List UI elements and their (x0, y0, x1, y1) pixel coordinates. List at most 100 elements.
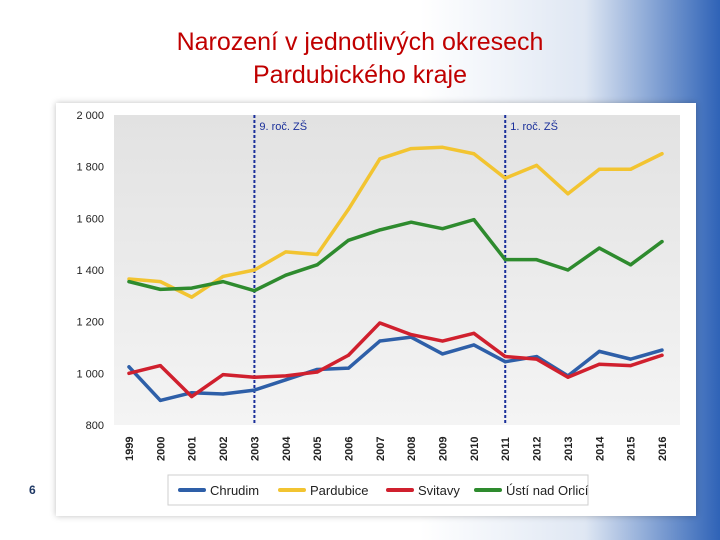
y-tick-label: 1 600 (76, 213, 104, 225)
data-point (284, 378, 288, 382)
data-point (597, 349, 601, 353)
data-point (629, 363, 633, 368)
data-point (284, 374, 288, 378)
data-point (378, 157, 382, 161)
x-tick-label: 2006 (343, 437, 355, 461)
slide-title-line-2: Pardubického kraje (252, 61, 467, 89)
data-point (158, 280, 162, 284)
series-line (127, 321, 664, 399)
data-point (190, 295, 194, 299)
y-tick-label: 1 400 (76, 265, 104, 277)
legend-label: Ústí nad Orlicí (506, 483, 589, 498)
data-point (534, 357, 539, 361)
x-tick-label: 2015 (626, 437, 638, 461)
page-number: 6 (29, 483, 36, 497)
x-tick-label: 2004 (281, 436, 293, 461)
data-point (566, 192, 570, 196)
data-point (472, 331, 476, 335)
x-tick-label: 2007 (375, 437, 387, 461)
data-point (503, 354, 507, 359)
x-tick-label: 2001 (187, 437, 199, 461)
series-line (127, 217, 664, 293)
data-point (127, 277, 131, 281)
data-point (346, 207, 351, 211)
annotation-label: 1. roč. ZŠ (510, 120, 558, 133)
data-point (597, 167, 601, 171)
data-point (346, 353, 351, 357)
x-tick-label: 2011 (500, 437, 512, 461)
slide-title-line-1: Narození v jednotlivých okresech (176, 28, 544, 56)
data-point (315, 370, 319, 374)
series-line (127, 335, 664, 403)
data-point (629, 263, 633, 267)
data-point (440, 145, 445, 149)
data-point (660, 239, 664, 244)
x-tick-label: 2013 (563, 437, 575, 461)
data-point (221, 373, 225, 377)
data-point (158, 287, 162, 291)
data-point (472, 218, 476, 222)
data-point (127, 280, 131, 284)
data-point (190, 286, 194, 290)
data-point (284, 273, 288, 277)
data-point (534, 163, 539, 167)
data-point (660, 348, 664, 352)
slide-title: Narození v jednotlivých okresech Pardubi… (0, 26, 720, 92)
legend-label: Pardubice (310, 483, 369, 498)
data-point (378, 339, 382, 343)
data-point (440, 339, 445, 343)
x-tick-label: 2008 (406, 437, 418, 461)
data-point (158, 398, 162, 403)
data-point (503, 360, 507, 364)
data-point (503, 258, 507, 262)
series-line (127, 145, 664, 299)
data-point (660, 353, 664, 357)
data-point (440, 227, 445, 231)
plot-area (114, 115, 680, 425)
line-chart: 800 1 000 1 200 1 400 1 600 1 800 2 000 1999 200… (76, 110, 680, 506)
y-tick-label: 2 000 (76, 110, 104, 122)
legend-label: Chrudim (210, 483, 259, 498)
x-tick-label: 2005 (312, 437, 324, 461)
x-tick-label: 2014 (594, 436, 606, 461)
data-point (252, 289, 257, 293)
data-point (660, 152, 664, 156)
data-point (252, 388, 257, 392)
x-tick-label: 2009 (438, 437, 450, 461)
data-point (378, 228, 382, 232)
legend-label: Svitavy (418, 483, 460, 498)
data-point (629, 167, 633, 171)
data-point (221, 392, 225, 396)
x-tick-label: 2010 (469, 437, 481, 461)
data-point (315, 252, 319, 257)
chart-frame: 800 1 000 1 200 1 400 1 600 1 800 2 000 1999 200… (56, 103, 696, 516)
annotation-label: 9. roč. ZŠ (259, 120, 307, 133)
y-tick-label: 1 000 (76, 368, 104, 380)
data-point (597, 362, 601, 366)
data-point (409, 332, 413, 337)
data-point (472, 152, 476, 156)
data-point (221, 280, 225, 284)
data-point (315, 263, 319, 267)
data-point (346, 366, 351, 370)
data-point (597, 246, 601, 250)
data-point (534, 258, 539, 262)
data-point (472, 343, 476, 347)
data-point (566, 375, 570, 379)
y-tick-label: 1 200 (76, 317, 104, 329)
x-tick-label: 2000 (155, 437, 167, 461)
x-tick-label: 2003 (249, 437, 261, 461)
data-point (252, 375, 257, 379)
data-point (346, 238, 351, 242)
y-tick-label: 1 800 (76, 162, 104, 174)
data-point (127, 365, 131, 369)
data-point (284, 250, 288, 254)
x-tick-label: 2016 (657, 437, 669, 461)
data-point (503, 176, 507, 180)
data-point (629, 357, 633, 361)
x-tick-label: 2012 (532, 437, 544, 461)
data-point (566, 268, 570, 272)
x-tick-label: 1999 (124, 437, 136, 461)
data-point (409, 146, 413, 151)
data-point (158, 363, 162, 368)
